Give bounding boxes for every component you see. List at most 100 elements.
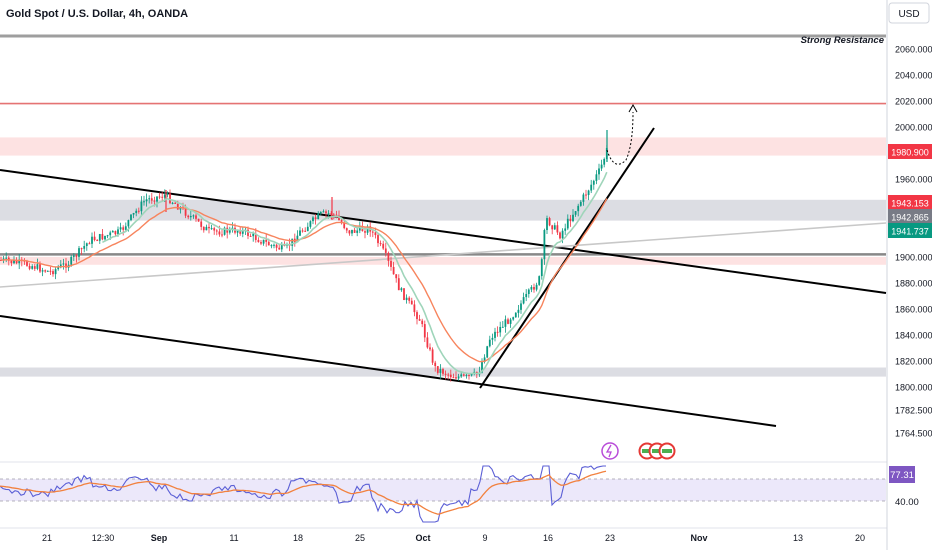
price-zone: [0, 257, 886, 265]
candle-body: [57, 267, 60, 270]
price-tick-label: 1800.000: [895, 383, 932, 393]
candle-body: [72, 255, 75, 257]
time-tick-label: 18: [293, 533, 303, 543]
candle-body: [111, 231, 114, 233]
price-tick-label: 1900.000: [895, 253, 932, 263]
candle-body: [585, 194, 587, 196]
price-tick-label: 1860.000: [895, 305, 932, 315]
candle-body: [93, 236, 96, 241]
candle-body: [228, 228, 231, 233]
candle-body: [509, 319, 512, 324]
candle-body: [210, 228, 213, 230]
candle-body: [257, 239, 260, 243]
candle-body: [491, 337, 494, 340]
candle-body: [548, 218, 551, 226]
candle-body: [421, 320, 424, 325]
candle-body: [153, 200, 156, 202]
candle-body: [280, 244, 283, 250]
price-label-text: 1941.737: [891, 227, 929, 237]
price-tick-label: 1960.000: [895, 175, 932, 185]
candle-body: [197, 218, 200, 222]
candle-body: [33, 266, 36, 269]
candle-body: [387, 252, 390, 261]
time-tick-label: 16: [543, 533, 553, 543]
time-tick-label: 12:30: [92, 533, 115, 543]
candle-body: [465, 374, 468, 376]
price-axis[interactable]: 2060.000 2040.000 2020.000 2000.000 1960.000…: [886, 0, 932, 550]
candle-body: [91, 236, 93, 244]
candle-body: [444, 373, 447, 375]
projection-arrow: [606, 111, 634, 165]
candle-body: [366, 226, 369, 233]
candle-body: [525, 294, 528, 298]
candle-body: [13, 260, 15, 264]
candle-body: [78, 248, 80, 257]
candle-body: [332, 214, 335, 216]
candle-body: [426, 337, 429, 348]
price-label-text: 1943.153: [891, 199, 929, 209]
candle-body: [62, 263, 65, 265]
candle-body: [410, 300, 413, 305]
price-tick-label: 2020.000: [895, 97, 932, 107]
flash-event-icon[interactable]: [601, 442, 619, 460]
candle-body: [512, 317, 515, 320]
candle-body: [15, 260, 18, 264]
candle-body: [431, 349, 434, 363]
event-markers[interactable]: [601, 442, 676, 460]
price-tick-label: 2040.000: [895, 71, 932, 81]
candle-body: [460, 374, 463, 377]
candle-body: [202, 226, 205, 231]
candle-body: [218, 231, 221, 235]
candle-body: [317, 213, 320, 220]
rsi-moving-average: [0, 470, 607, 515]
candle-body: [340, 220, 343, 224]
candle-body: [330, 213, 333, 215]
candle-body: [130, 214, 132, 221]
candle-body: [494, 331, 496, 338]
candle-body: [260, 242, 262, 244]
candle-body: [587, 190, 590, 196]
time-tick-label: 25: [355, 533, 365, 543]
candle-body: [345, 228, 348, 231]
time-axis[interactable]: 21 12:30 Sep 11 18 25 Oct 9 16 23 Nov 13 20: [42, 533, 865, 543]
candle-body: [470, 373, 473, 376]
candle-body: [392, 266, 395, 275]
candle-body: [205, 226, 208, 231]
candle-body: [46, 270, 49, 272]
candle-body: [143, 201, 145, 203]
rsi-value-label: [889, 466, 915, 483]
candle-body: [468, 374, 470, 376]
candle-body: [590, 184, 593, 191]
candle-body: [564, 228, 567, 231]
price-tick-label: 2060.000: [895, 45, 932, 55]
strong-resistance-label: Strong Resistance: [801, 35, 885, 46]
price-label-text: 1980.900: [891, 148, 929, 158]
candle-body: [169, 193, 171, 204]
candle-body: [517, 309, 520, 313]
candle-body: [247, 229, 249, 236]
candle-body: [413, 304, 416, 313]
candle-body: [163, 194, 166, 198]
candle-body: [249, 235, 252, 237]
candle-body: [187, 215, 190, 218]
candle-body: [254, 233, 257, 240]
price-label-box: [888, 144, 932, 159]
candle-body: [96, 240, 99, 242]
candle-body: [70, 256, 73, 265]
currency-button[interactable]: USD: [888, 2, 930, 24]
candle-body: [504, 319, 507, 327]
candle-body: [301, 230, 304, 232]
candle-body: [156, 196, 158, 202]
candle-body: [561, 230, 564, 239]
candle-body: [223, 227, 226, 235]
price-tick-label: 1764.500: [895, 429, 932, 439]
candle-body: [200, 221, 203, 227]
candle-body: [572, 214, 574, 222]
candle-body: [455, 377, 457, 379]
candle-body: [101, 234, 104, 240]
candle-body: [140, 201, 143, 212]
candle-body: [447, 374, 450, 376]
candle-body: [36, 264, 39, 269]
candle-body: [278, 247, 281, 250]
